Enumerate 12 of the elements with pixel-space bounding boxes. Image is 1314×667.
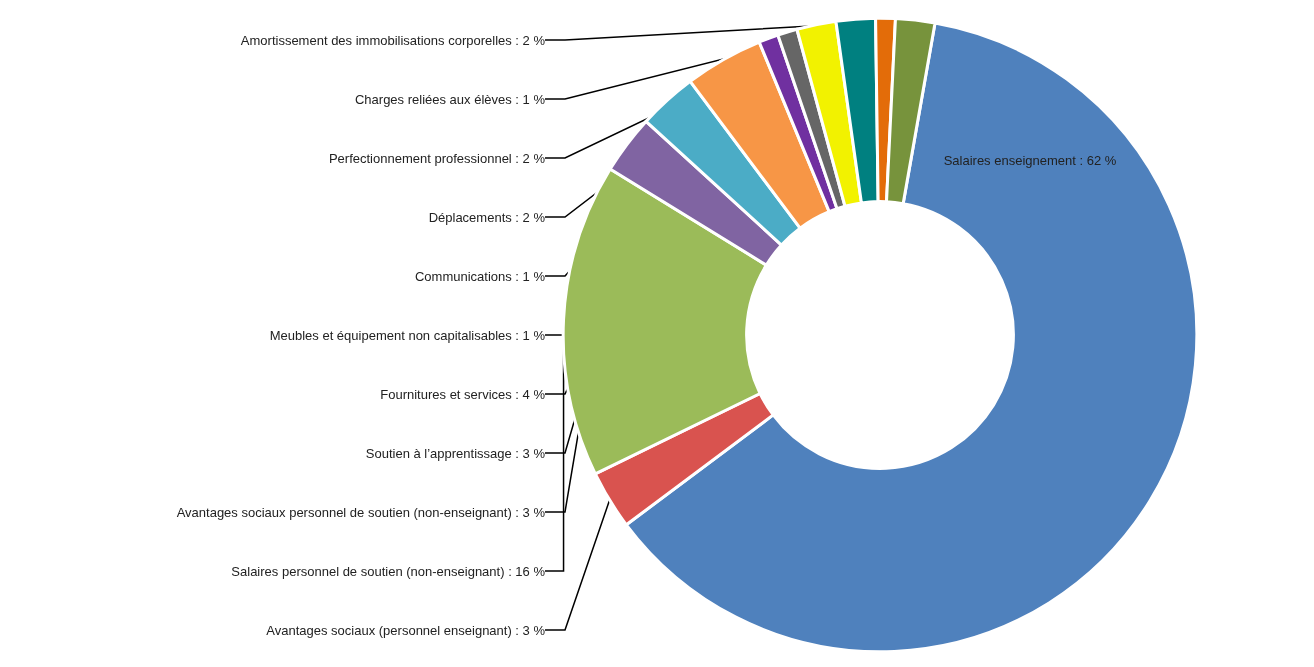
slice-label: Salaires enseignement : 62 % bbox=[943, 152, 1117, 168]
slice-label: Fournitures et services : 4 % bbox=[380, 386, 546, 402]
slice-label: Meubles et équipement non capitalisables : 1 % bbox=[269, 327, 546, 343]
slice-label: Avantages sociaux (personnel enseignant) : 3 % bbox=[266, 622, 546, 638]
slice-label: Salaires personnel de soutien (non-enseignant) : 16 % bbox=[231, 563, 546, 579]
slice-label: Déplacements : 2 % bbox=[428, 209, 546, 225]
slice-label: Soutien à l’apprentissage : 3 % bbox=[365, 445, 546, 461]
slice-label: Amortissement des immobilisations corporelles : 2 % bbox=[240, 32, 546, 48]
slice-label: Communications : 1 % bbox=[414, 268, 546, 284]
slice-label: Avantages sociaux personnel de soutien (non-enseignant) : 3 % bbox=[176, 504, 546, 520]
slice-label: Perfectionnement professionnel : 2 % bbox=[328, 150, 546, 166]
slice-label: Charges reliées aux élèves : 1 % bbox=[354, 91, 546, 107]
